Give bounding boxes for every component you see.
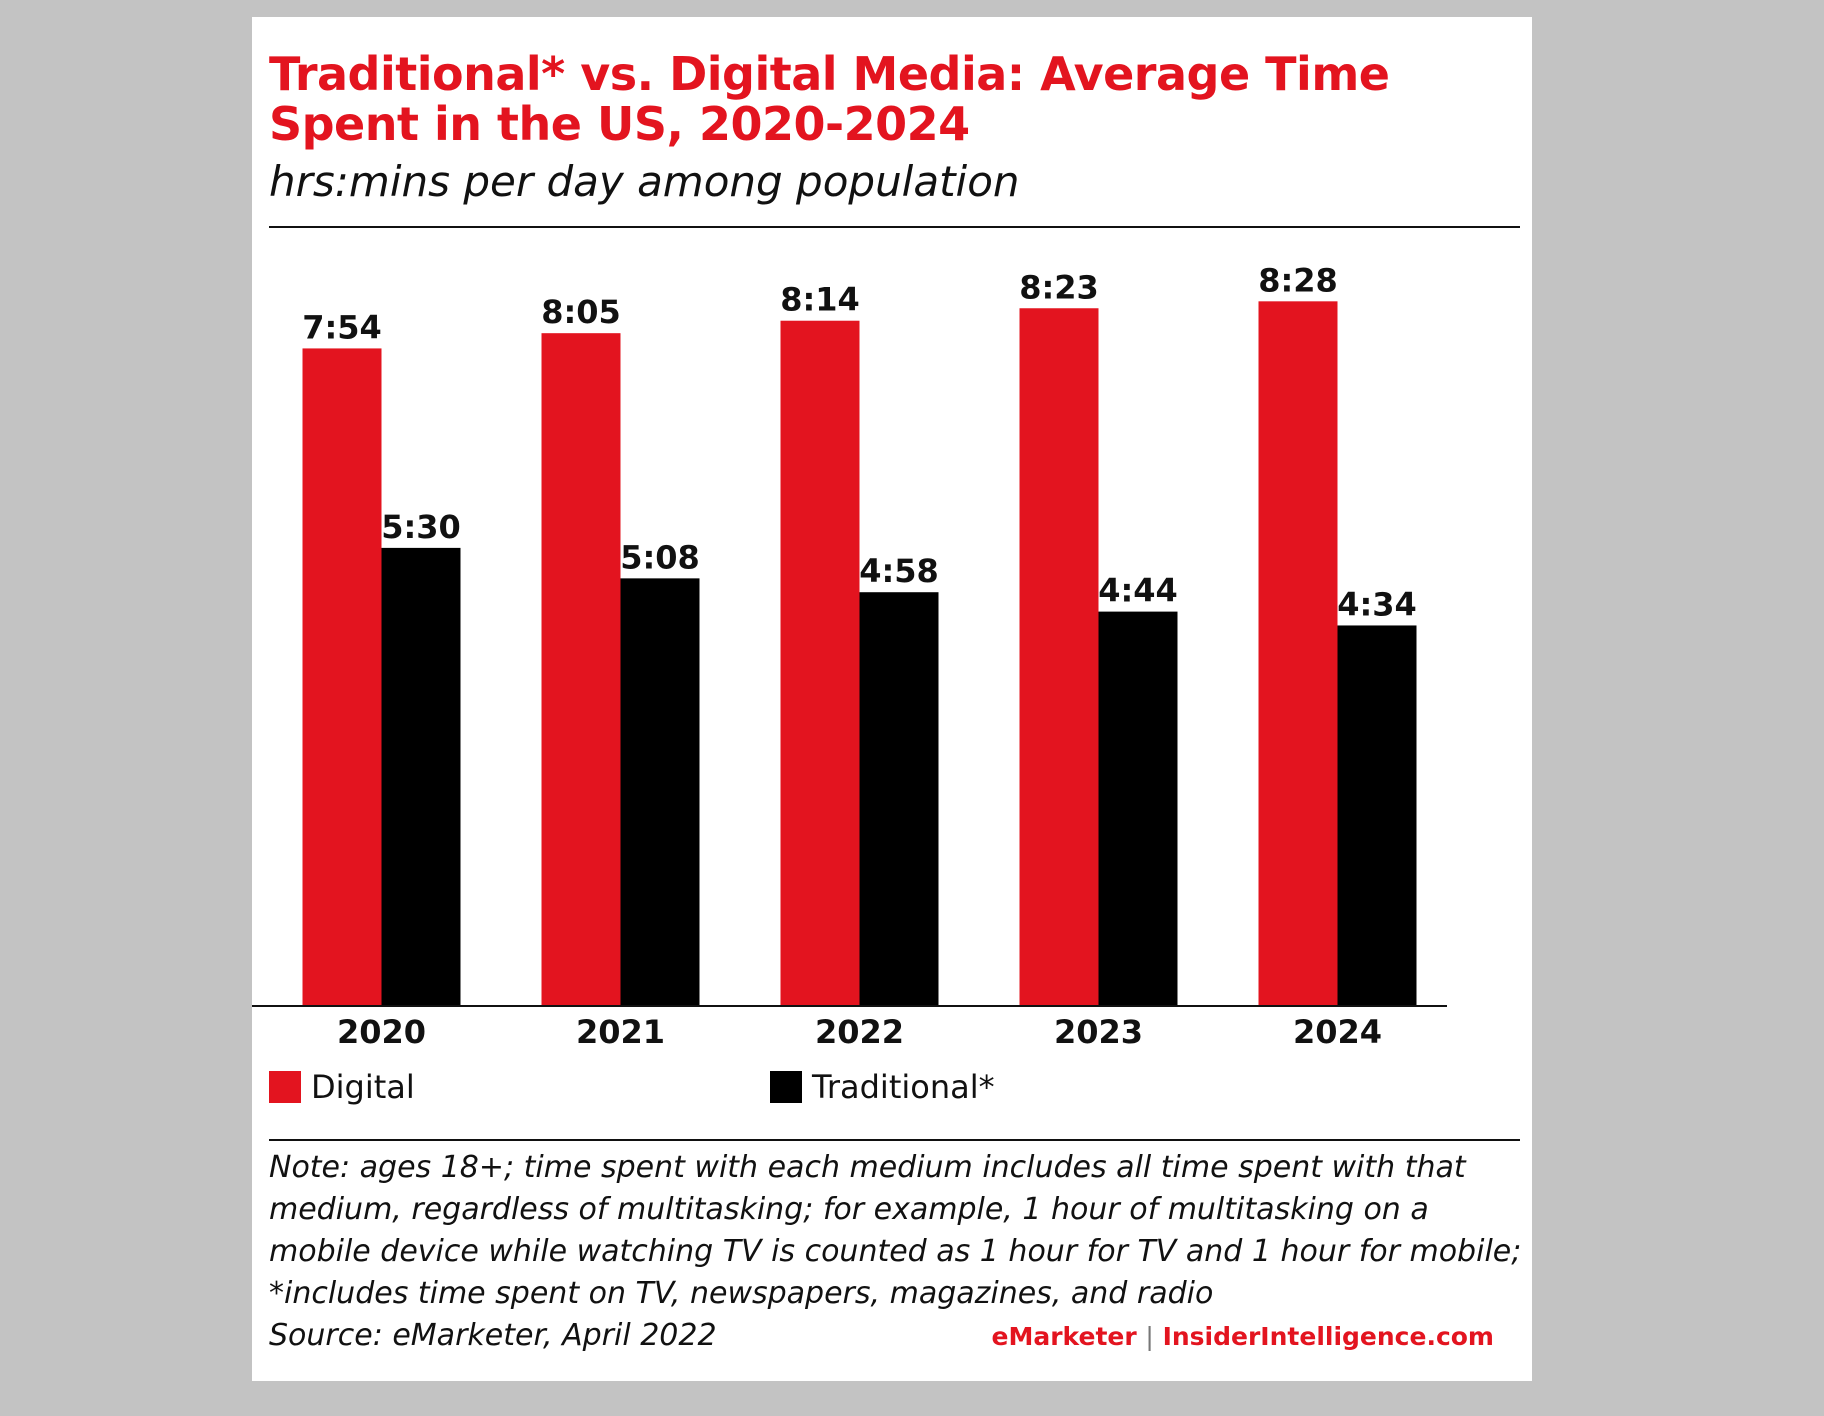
footnote-source: Source: eMarketer, April 2022 (269, 1318, 717, 1353)
bar-digital-2023 (1019, 308, 1099, 1006)
data-label-traditional-2022: 4:58 (859, 552, 939, 590)
data-label-digital-2023: 8:23 (1019, 268, 1099, 306)
data-label-traditional-2020: 5:30 (381, 508, 461, 546)
x-tick-label-2021: 2021 (576, 1013, 665, 1051)
bar-traditional-2022 (859, 592, 939, 1005)
brand-emarketer: eMarketer (991, 1322, 1137, 1351)
top-divider (269, 226, 1520, 228)
bar-digital-2024 (1258, 301, 1338, 1005)
chart-card: Traditional* vs. Digital Media: Average … (252, 17, 1532, 1381)
bar-traditional-2020 (381, 547, 461, 1005)
data-label-digital-2022: 8:14 (780, 281, 860, 319)
bar-chart: 7:54 5:30 2020 8:05 5:08 2021 8:14 4:58 2022 8:23… (252, 261, 1447, 1051)
brand-separator: | (1145, 1322, 1154, 1351)
bar-digital-2020 (302, 348, 382, 1005)
data-label-traditional-2024: 4:34 (1337, 585, 1417, 623)
legend-item-digital: Digital (269, 1067, 415, 1107)
x-tick-label-2024: 2024 (1293, 1013, 1382, 1051)
data-label-traditional-2021: 5:08 (620, 538, 700, 576)
legend-swatch-digital (269, 1071, 301, 1103)
brand-credit: eMarketer | InsiderIntelligence.com (992, 1320, 1494, 1354)
x-tick-label-2022: 2022 (815, 1013, 904, 1051)
x-tick-label-2023: 2023 (1054, 1013, 1143, 1051)
data-label-digital-2024: 8:28 (1258, 261, 1338, 299)
bar-digital-2022 (780, 320, 860, 1005)
bar-digital-2021 (541, 333, 621, 1005)
footnote-note: Note: ages 18+; time spent with each med… (269, 1150, 1522, 1311)
x-tick-label-2020: 2020 (337, 1013, 426, 1051)
brand-insiderintelligence: InsiderIntelligence.com (1162, 1322, 1494, 1351)
chart-subtitle: hrs:mins per day among population (269, 157, 1020, 206)
data-label-digital-2021: 8:05 (541, 293, 621, 331)
bar-traditional-2024 (1337, 625, 1417, 1005)
legend-item-traditional: Traditional* (770, 1067, 995, 1107)
bar-traditional-2021 (620, 578, 700, 1005)
data-label-digital-2020: 7:54 (302, 308, 382, 346)
bar-traditional-2023 (1098, 611, 1178, 1005)
footnote: Note: ages 18+; time spent with each med… (269, 1147, 1529, 1357)
bottom-divider (269, 1139, 1520, 1141)
legend-swatch-traditional (770, 1071, 802, 1103)
chart-title: Traditional* vs. Digital Media: Average … (269, 47, 1390, 151)
legend-label-traditional: Traditional* (812, 1068, 995, 1106)
legend-label-digital: Digital (311, 1068, 415, 1106)
data-label-traditional-2023: 4:44 (1098, 572, 1178, 610)
